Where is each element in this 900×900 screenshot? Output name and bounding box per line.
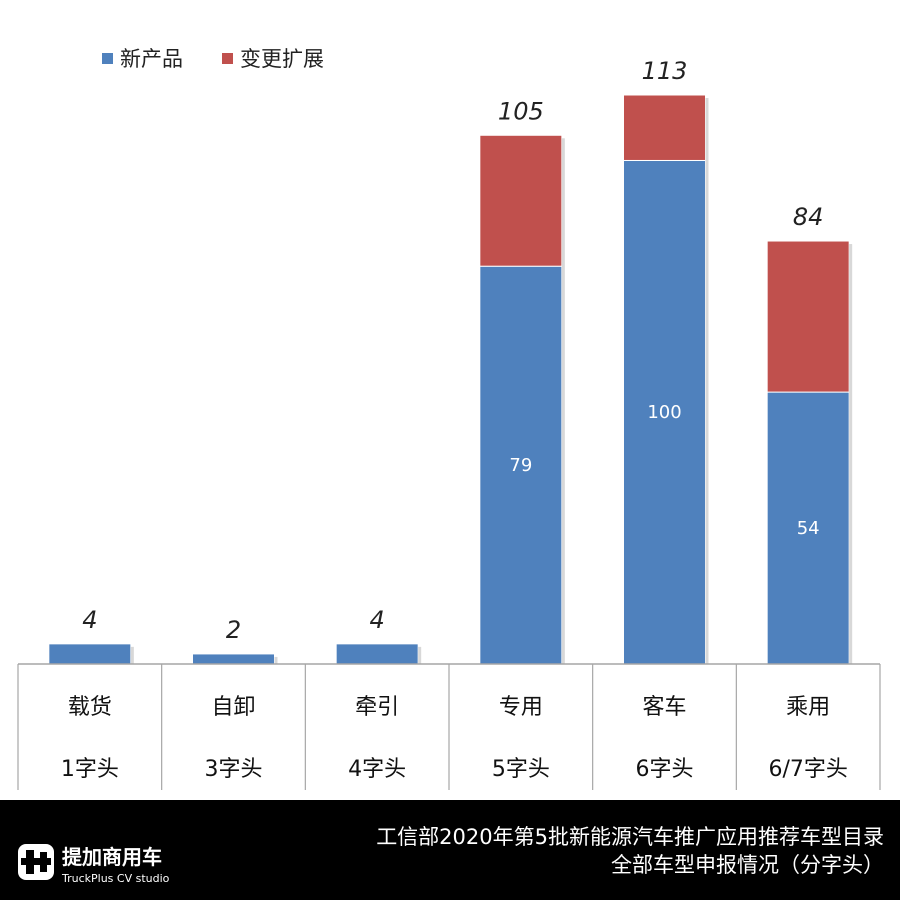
footer-title-line1: 工信部2020年第5批新能源汽车推广应用推荐车型目录 <box>376 825 884 849</box>
category-label: 载货 <box>68 695 112 720</box>
segment-label: 54 <box>797 518 820 539</box>
segment-label: 100 <box>647 402 681 423</box>
legend: 新产品 变更扩展 <box>102 47 324 71</box>
labels: 4 2 4 105 79 113 100 84 54 <box>82 57 823 644</box>
category-label: 专用 <box>499 695 543 720</box>
logo-text: 提加商用车 <box>62 845 162 869</box>
bar-shadow <box>705 98 709 664</box>
total-label: 105 <box>498 97 544 125</box>
legend-label: 新产品 <box>120 47 183 71</box>
total-label: 4 <box>370 606 385 634</box>
total-label: 2 <box>226 616 241 644</box>
footer: 提加商用车 TruckPlus CV studio 工信部2020年第5批新能源… <box>0 800 900 900</box>
total-label: 4 <box>82 606 97 634</box>
bars <box>48 94 853 665</box>
footer-title-line2: 全部车型申报情况（分字头） <box>611 853 884 877</box>
bar-new-product <box>623 159 706 665</box>
category-sublabel: 3字头 <box>205 757 263 782</box>
truckplus-logo: 提加商用车 TruckPlus CV studio <box>18 844 170 885</box>
bar-shadow <box>274 656 278 664</box>
bar-change-extension <box>479 134 563 267</box>
category-label: 牵引 <box>355 695 399 720</box>
bar-new-product <box>48 643 132 665</box>
legend-label: 变更扩展 <box>240 47 324 71</box>
bar-change-extension <box>766 240 850 393</box>
bar-change-extension <box>623 94 706 161</box>
total-label: 113 <box>642 57 688 85</box>
category-label: 客车 <box>642 695 686 720</box>
logo-icon-notch <box>40 852 47 872</box>
bar-shadow <box>849 244 853 664</box>
bar-shadow <box>130 646 134 664</box>
bar-shadow <box>561 138 565 664</box>
bar-new-product <box>479 265 563 665</box>
category-table: 载货 1字头 自卸 3字头 牵引 4字头 专用 5字头 客车 6字头 乘用 6/7字头 <box>17 663 881 790</box>
total-label: 84 <box>793 203 824 231</box>
bar-new-product <box>335 643 419 665</box>
category-label: 乘用 <box>786 695 830 720</box>
category-sublabel: 6/7字头 <box>768 757 847 782</box>
category-label: 自卸 <box>211 695 255 720</box>
bar-shadow <box>418 646 422 664</box>
legend-swatch <box>222 53 233 64</box>
legend-swatch <box>102 53 113 64</box>
logo-subtext: TruckPlus CV studio <box>61 872 170 885</box>
category-sublabel: 5字头 <box>492 757 550 782</box>
segment-label: 79 <box>509 455 532 476</box>
bar-new-product <box>192 653 275 665</box>
category-sublabel: 6字头 <box>636 757 694 782</box>
stacked-bar-chart: 新产品 变更扩展 4 2 4 105 79 113 100 84 54 载货 1字头 自卸 3字头 牵引 4… <box>17 47 881 790</box>
logo-icon-cross-h <box>21 858 51 865</box>
category-sublabel: 4字头 <box>348 757 406 782</box>
category-sublabel: 1字头 <box>61 757 119 782</box>
